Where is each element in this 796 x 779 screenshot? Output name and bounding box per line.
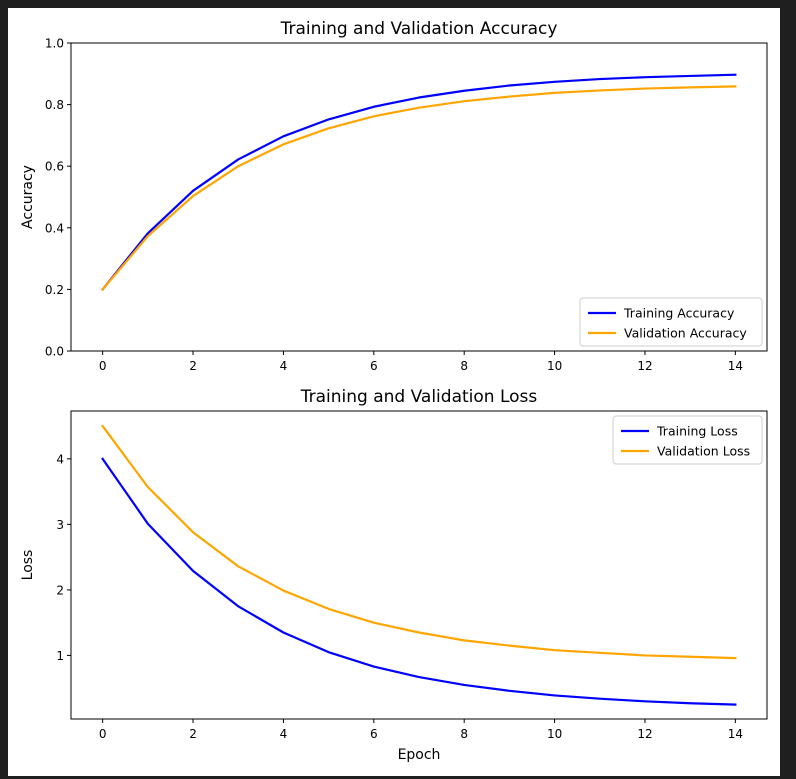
x-tick-label: 14 [728,727,743,741]
y-tick-label: 4 [56,452,64,466]
plot-frame [70,42,768,352]
y-tick-label: 0.4 [45,221,64,235]
y-tick-label: 0.2 [45,283,64,297]
series-line-validation-accuracy [101,85,737,291]
x-tick-label: 0 [99,727,107,741]
y-tick-label: 2 [56,583,64,597]
legend-label: Training Accuracy [623,306,735,321]
x-tick-label: 8 [460,727,468,741]
figure: Training and Validation Accuracy 0 2 4 6 8 10 1… [8,8,780,776]
y-tick-label: 1.0 [45,37,64,51]
legend-box [579,297,763,347]
x-tick-label: 2 [189,359,197,373]
y-axis-label: Accuracy [20,165,36,229]
x-tick-label: 6 [370,727,378,741]
chart-title: Training and Validation Loss [300,387,538,407]
legend-label: Validation Accuracy [624,326,747,341]
chart-accuracy: Training and Validation Accuracy 0 2 4 6 8 10 1… [20,19,768,373]
series-line-validation-loss [101,424,737,660]
x-axis-label: Epoch [398,747,441,763]
legend-box [612,415,763,465]
x-tick-label: 12 [637,727,652,741]
x-tick-label: 10 [547,727,562,741]
y-tick-label: 0.8 [45,98,64,112]
y-tick-label: 3 [56,518,64,532]
legend-label: Validation Loss [657,444,750,459]
legend: Training Accuracy Validation Accuracy [579,297,763,347]
series-line-training-accuracy [101,73,737,291]
y-tick-label: 0.0 [45,345,64,359]
x-tick-label: 2 [189,727,197,741]
chart-title: Training and Validation Accuracy [280,19,558,39]
y-tick-label: 1 [56,649,64,663]
legend: Training Loss Validation Loss [612,415,763,465]
x-tick-label: 10 [547,359,562,373]
x-tick-label: 4 [280,359,288,373]
y-axis-label: Loss [20,550,36,581]
x-tick-label: 14 [728,359,743,373]
x-tick-label: 6 [370,359,378,373]
x-tick-label: 4 [280,727,288,741]
series-line-training-loss [101,457,737,706]
plot-frame [70,410,768,720]
x-tick-label: 0 [99,359,107,373]
x-tick-label: 8 [460,359,468,373]
y-tick-label: 0.6 [45,160,64,174]
legend-label: Training Loss [656,424,738,439]
x-tick-label: 12 [637,359,652,373]
